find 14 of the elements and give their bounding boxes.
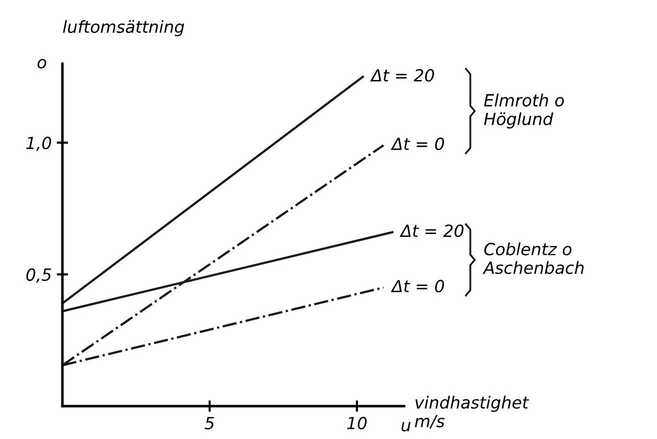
- y-axis-title: luftomsättning: [63, 20, 184, 36]
- text: u: [402, 422, 410, 432]
- series-label: Δt = 0: [390, 138, 444, 150]
- series-label: Δt = 20: [370, 69, 434, 82]
- text: o: [38, 58, 46, 68]
- series-label: Δt = 20: [400, 224, 464, 238]
- x-tick-label: 10: [347, 416, 367, 430]
- series-label: Δt = 0: [390, 280, 444, 292]
- text: Coblentz o Aschenbach: [482, 242, 584, 274]
- y-tick-label: 1,0: [26, 136, 52, 151]
- y-tick-label: 0,5: [26, 268, 52, 283]
- x-axis-title: vindhastighet m/s: [414, 396, 530, 429]
- text: Elmroth o Höglund: [484, 94, 564, 128]
- x-tick-label: 5: [204, 417, 214, 430]
